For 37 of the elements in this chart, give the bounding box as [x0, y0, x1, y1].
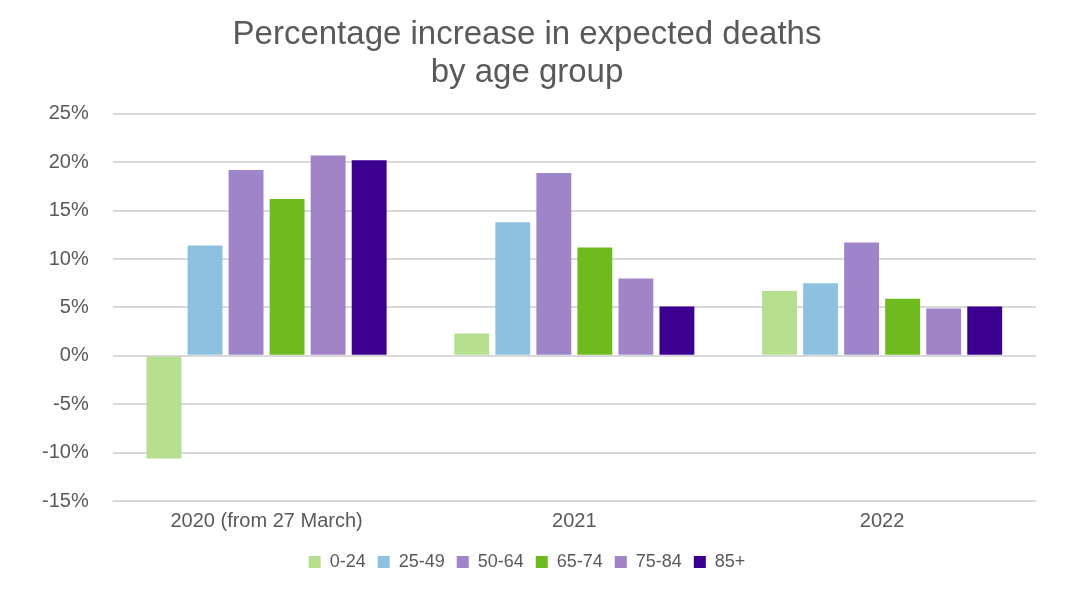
bar: [269, 199, 305, 355]
y-tick-label: 10%: [48, 246, 89, 269]
legend-label: 0-24: [329, 550, 366, 571]
bar: [454, 333, 490, 355]
y-tick-label: 25%: [48, 101, 89, 124]
legend-label: 85+: [714, 550, 746, 571]
bar: [967, 306, 1003, 355]
bar: [803, 283, 838, 355]
bar: [351, 160, 387, 355]
bar: [762, 291, 797, 355]
bar: [844, 242, 880, 355]
y-tick-label: 15%: [48, 198, 89, 221]
y-tick-label: -5%: [53, 391, 89, 414]
bar: [310, 155, 346, 355]
y-tick-label: 20%: [48, 149, 89, 172]
legend-label: 25-49: [398, 550, 445, 571]
bar: [228, 170, 264, 355]
chart-title: Percentage increase in expected deaths by age group: [232, 14, 822, 90]
bar: [536, 172, 572, 355]
legend-label: 65-74: [556, 550, 603, 571]
bar: [187, 245, 223, 355]
bar: [618, 278, 654, 355]
bar: [659, 306, 695, 355]
bar: [577, 247, 613, 355]
legend-label: 50-64: [477, 550, 524, 571]
x-tick-label: 2021: [552, 508, 597, 531]
x-tick-label: 2022: [859, 508, 905, 531]
bar: [146, 356, 182, 459]
bar: [495, 222, 531, 355]
legend-label: 75-84: [635, 550, 682, 571]
y-tick-label: -15%: [41, 488, 89, 511]
x-tick-label: 2020 (from 27 March): [170, 508, 363, 531]
y-tick-label: 5%: [59, 294, 89, 317]
y-tick-label: -10%: [41, 440, 89, 463]
bar: [926, 308, 962, 355]
y-tick-label: 0%: [59, 343, 89, 366]
bar: [885, 298, 921, 355]
